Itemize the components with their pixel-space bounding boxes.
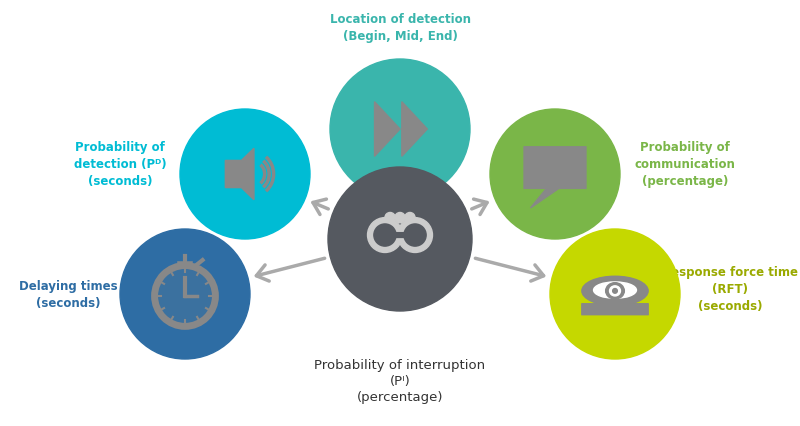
Text: Delaying times
(seconds): Delaying times (seconds) (18, 279, 118, 309)
Text: Location of detection
(Begin, Mid, End): Location of detection (Begin, Mid, End) (330, 13, 470, 43)
Circle shape (374, 225, 396, 247)
Ellipse shape (594, 282, 637, 299)
Text: (Pᴵ): (Pᴵ) (390, 374, 410, 388)
FancyArrowPatch shape (313, 200, 328, 215)
Circle shape (490, 110, 620, 239)
Ellipse shape (610, 286, 621, 296)
FancyBboxPatch shape (524, 147, 586, 189)
Text: Probability of
communication
(percentage): Probability of communication (percentage… (634, 141, 735, 188)
Circle shape (328, 167, 472, 311)
FancyBboxPatch shape (391, 233, 409, 238)
Circle shape (398, 218, 433, 253)
FancyArrowPatch shape (256, 259, 325, 282)
Circle shape (330, 60, 470, 199)
Circle shape (550, 230, 680, 359)
Text: Probability of interruption: Probability of interruption (314, 359, 486, 371)
Text: Probability of
detection (Pᴰ)
(seconds): Probability of detection (Pᴰ) (seconds) (74, 141, 166, 188)
Polygon shape (226, 149, 254, 200)
FancyArrowPatch shape (392, 167, 408, 197)
Circle shape (154, 266, 215, 327)
FancyBboxPatch shape (385, 231, 415, 239)
Polygon shape (402, 103, 427, 157)
Text: Response force time
(RFT)
(seconds): Response force time (RFT) (seconds) (662, 266, 798, 313)
Polygon shape (374, 103, 400, 157)
FancyBboxPatch shape (582, 304, 648, 315)
Circle shape (385, 213, 395, 223)
Circle shape (180, 110, 310, 239)
Circle shape (120, 230, 250, 359)
Ellipse shape (606, 283, 624, 299)
Text: (percentage): (percentage) (357, 391, 443, 403)
Ellipse shape (613, 289, 618, 294)
FancyArrowPatch shape (472, 200, 487, 215)
Circle shape (395, 213, 405, 223)
Circle shape (367, 218, 402, 253)
FancyArrowPatch shape (475, 259, 544, 282)
Circle shape (405, 213, 415, 223)
Polygon shape (530, 188, 561, 208)
Ellipse shape (582, 276, 648, 306)
Circle shape (404, 225, 426, 247)
